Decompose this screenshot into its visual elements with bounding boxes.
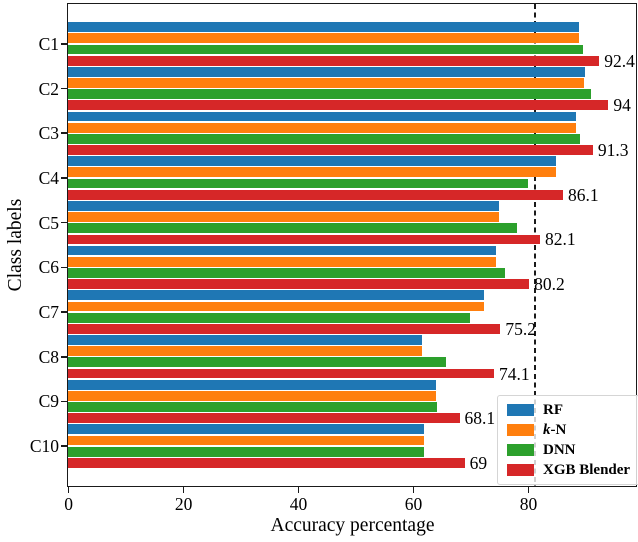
legend-item-k-n: k-N [507,422,630,438]
y-tick-label-c10: C10 [29,436,59,457]
y-tick-mark [61,43,68,45]
bar-xgb-blender-c8 [68,368,494,379]
x-tick-label-0: 0 [64,494,73,514]
bar-k-n-c10 [68,435,425,446]
bar-rf-c5 [68,200,499,211]
legend-item-label: RF [543,402,563,418]
x-tick-mark [527,487,530,493]
bar-xgb-blender-c7 [68,323,501,334]
bar-dnn-c9 [68,402,438,412]
x-tick-label-80: 80 [519,494,538,514]
legend-swatch-icon [507,463,534,477]
bar-value-label-c6: 80.2 [534,274,565,295]
bar-k-n-c5 [68,212,499,222]
bar-xgb-blender-c3 [68,145,593,155]
bar-k-n-c4 [68,167,557,178]
bar-xgb-blender-c1 [68,55,600,66]
bar-dnn-c2 [68,89,592,100]
bar-rf-c2 [68,66,585,77]
bar-dnn-c3 [68,133,581,144]
bar-value-label-c1: 92.4 [604,50,635,71]
legend-item-label: XGB Blender [543,462,631,478]
y-tick-mark [61,266,68,269]
bar-rf-c4 [68,156,557,167]
y-tick-label-c3: C3 [38,123,59,144]
y-tick-mark [61,400,68,403]
bar-value-label-c9: 68.1 [464,408,496,429]
bar-k-n-c3 [68,122,576,133]
bar-value-label-c10: 69 [469,452,488,473]
x-tick-mark [412,487,415,493]
bar-k-n-c2 [68,78,585,88]
bar-xgb-blender-c6 [68,279,530,290]
x-tick-label-40: 40 [289,494,308,514]
bar-k-n-c9 [68,390,436,401]
bar-rf-c8 [68,335,423,345]
legend-swatch-icon [507,443,534,457]
bar-k-n-c6 [68,256,496,267]
bar-value-label-c5: 82.1 [544,229,576,250]
x-tick-label-60: 60 [404,494,423,514]
bar-xgb-blender-c5 [68,234,540,245]
bar-dnn-c4 [68,178,528,189]
bar-xgb-blender-c4 [68,189,563,200]
x-tick-label-20: 20 [174,494,193,514]
bar-value-label-c7: 75.2 [505,318,536,339]
bar-rf-c9 [68,379,436,390]
plot-area: 92.4 C1 94 C2 91.3 C3 86.1 C4 82.1 C5 80.2 C6 75.2 C7… [30,3,638,487]
y-tick-label-c5: C5 [38,212,59,233]
x-tick-mark [67,487,70,493]
bar-dnn-c8 [68,357,447,368]
y-tick-label-c1: C1 [38,33,59,54]
bar-value-label-c8: 74.1 [499,363,530,384]
x-tick-mark [297,487,300,493]
legend-item-label: k-N [543,422,567,438]
legend-item-rf: RF [507,402,630,418]
bar-xgb-blender-c9 [68,413,460,424]
y-tick-label-c7: C7 [38,302,59,323]
bar-k-n-c1 [68,33,580,44]
bar-rf-c7 [68,290,485,301]
legend-swatch-icon [507,423,534,437]
mean-reference-line [534,4,536,486]
bar-k-n-c7 [68,301,485,312]
y-tick-mark [61,132,68,135]
y-tick-mark [61,87,68,90]
y-tick-label-c4: C4 [38,167,59,188]
bar-dnn-c5 [68,223,517,234]
y-tick-mark [61,311,68,313]
bar-dnn-c7 [68,312,471,323]
y-tick-label-c9: C9 [38,391,59,412]
legend: RF k-N DNN XGB Blender [497,395,638,485]
legend-swatch-icon [507,403,534,417]
x-axis-title: Accuracy percentage [270,515,435,536]
y-tick-mark [61,355,68,358]
bar-xgb-blender-c10 [68,458,465,468]
x-tick-mark [182,487,185,493]
y-axis-title: Class labels [5,198,26,292]
bar-rf-c1 [68,22,580,32]
y-tick-mark [61,177,68,179]
bar-rf-c10 [68,424,425,435]
legend-item-xgb-blender: XGB Blender [507,462,631,478]
bar-k-n-c8 [68,346,423,357]
bar-xgb-blender-c2 [68,100,609,111]
bar-value-label-c2: 94 [613,95,631,116]
bar-rf-c6 [68,245,496,256]
bar-rf-c3 [68,111,577,122]
legend-item-label: DNN [543,442,576,458]
bar-dnn-c10 [68,446,425,457]
bar-dnn-c6 [68,268,506,278]
y-tick-label-c6: C6 [38,257,59,278]
legend-item-dnn: DNN [507,442,630,458]
bar-dnn-c1 [68,44,584,55]
y-tick-label-c8: C8 [38,346,59,367]
y-tick-label-c2: C2 [38,78,59,99]
bar-value-label-c3: 91.3 [597,140,629,161]
y-tick-mark [61,445,68,447]
y-tick-mark [61,221,68,224]
bar-value-label-c4: 86.1 [567,184,599,205]
